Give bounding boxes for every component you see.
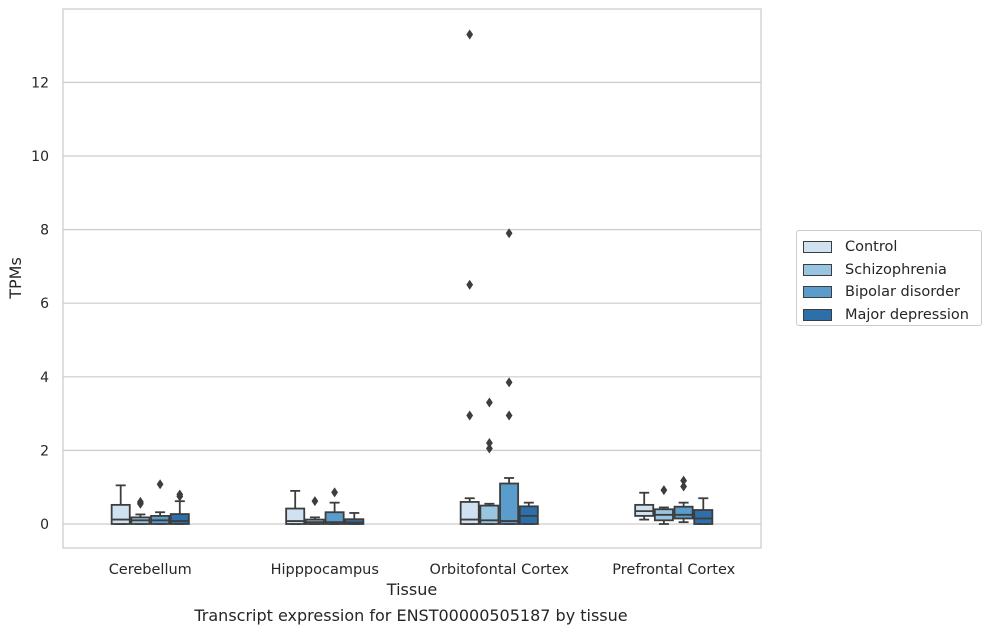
box-plot xyxy=(693,497,714,525)
box-plots xyxy=(110,29,714,525)
legend-label-control: Control xyxy=(845,239,898,256)
box xyxy=(499,482,520,525)
y-tick-label: 0 xyxy=(40,517,49,533)
legend-item-bipolar: Bipolar disorder xyxy=(803,281,981,304)
box-plot xyxy=(304,496,325,525)
legend-label-schizophrenia: Schizophrenia xyxy=(845,261,947,278)
y-tick-label: 12 xyxy=(31,75,49,91)
outlier-point xyxy=(680,475,687,486)
legend-item-depression: Major depression xyxy=(803,304,981,327)
x-tick-label: Orbitofontal Cortex xyxy=(430,562,570,578)
gridlines xyxy=(63,81,761,525)
box xyxy=(693,509,714,525)
outlier-point xyxy=(680,481,687,492)
box-plot xyxy=(285,489,306,525)
y-tick-label: 10 xyxy=(31,149,49,165)
box-plot xyxy=(479,397,500,525)
x-tick-label: Cerebellum xyxy=(109,562,192,578)
y-tick-label: 2 xyxy=(40,443,49,459)
chart-caption: Transcript expression for ENST0000050518… xyxy=(194,606,628,625)
outlier-point xyxy=(466,279,474,290)
box xyxy=(673,505,694,520)
outlier-point xyxy=(137,496,144,507)
y-tick-label: 8 xyxy=(40,223,49,239)
outlier-point xyxy=(331,487,338,498)
legend-swatch-depression xyxy=(803,308,832,321)
legend-swatch-bipolar xyxy=(803,286,832,299)
box-plot xyxy=(634,491,655,521)
y-tick-labels: 0 2 4 6 8 10 12 xyxy=(31,75,49,533)
box-plot xyxy=(344,512,365,525)
y-tick-label: 4 xyxy=(40,370,49,386)
outlier-point xyxy=(466,410,474,421)
box-plot xyxy=(653,485,674,525)
outlier-point xyxy=(486,438,493,449)
outlier-point xyxy=(311,496,319,507)
legend: Control Schizophrenia Bipolar disorder M… xyxy=(796,230,982,326)
outlier-point xyxy=(486,397,493,408)
box-plot xyxy=(518,501,539,525)
box-plot xyxy=(459,29,480,525)
box-plot xyxy=(110,484,131,525)
outlier-point xyxy=(505,228,513,239)
outlier-point xyxy=(505,377,513,388)
box xyxy=(285,507,306,525)
legend-swatch-schizophrenia xyxy=(803,263,832,276)
box xyxy=(459,501,480,525)
legend-label-depression: Major depression xyxy=(845,306,969,323)
box-plot xyxy=(499,228,520,525)
y-tick-label: 6 xyxy=(40,296,49,312)
box xyxy=(169,513,190,525)
box xyxy=(324,511,345,525)
y-axis-label: TPMs xyxy=(6,257,25,300)
plot-area-frame xyxy=(62,8,762,549)
x-tick-label: Hipppocampus xyxy=(271,562,379,578)
box xyxy=(479,504,500,525)
outlier-point xyxy=(505,410,513,421)
outlier-point xyxy=(486,443,493,454)
legend-label-bipolar: Bipolar disorder xyxy=(845,284,960,301)
outlier-point xyxy=(660,485,668,496)
box-plot xyxy=(169,489,190,525)
box-plot xyxy=(150,479,171,525)
box-plot xyxy=(673,475,694,524)
legend-item-schizophrenia: Schizophrenia xyxy=(803,259,981,282)
x-tick-labels: Cerebellum Hipppocampus Orbitofontal Corte… xyxy=(109,562,736,578)
box-plot xyxy=(130,496,151,525)
box xyxy=(344,518,365,525)
box xyxy=(110,503,131,525)
x-tick-label: Prefrontal Cortex xyxy=(612,562,735,578)
outlier-point xyxy=(176,489,184,500)
outlier-point xyxy=(156,479,164,490)
box-plot xyxy=(324,487,345,525)
outlier-point xyxy=(466,29,474,40)
legend-swatch-control xyxy=(803,241,832,254)
x-axis-label: Tissue xyxy=(386,580,437,599)
legend-item-control: Control xyxy=(803,236,981,259)
